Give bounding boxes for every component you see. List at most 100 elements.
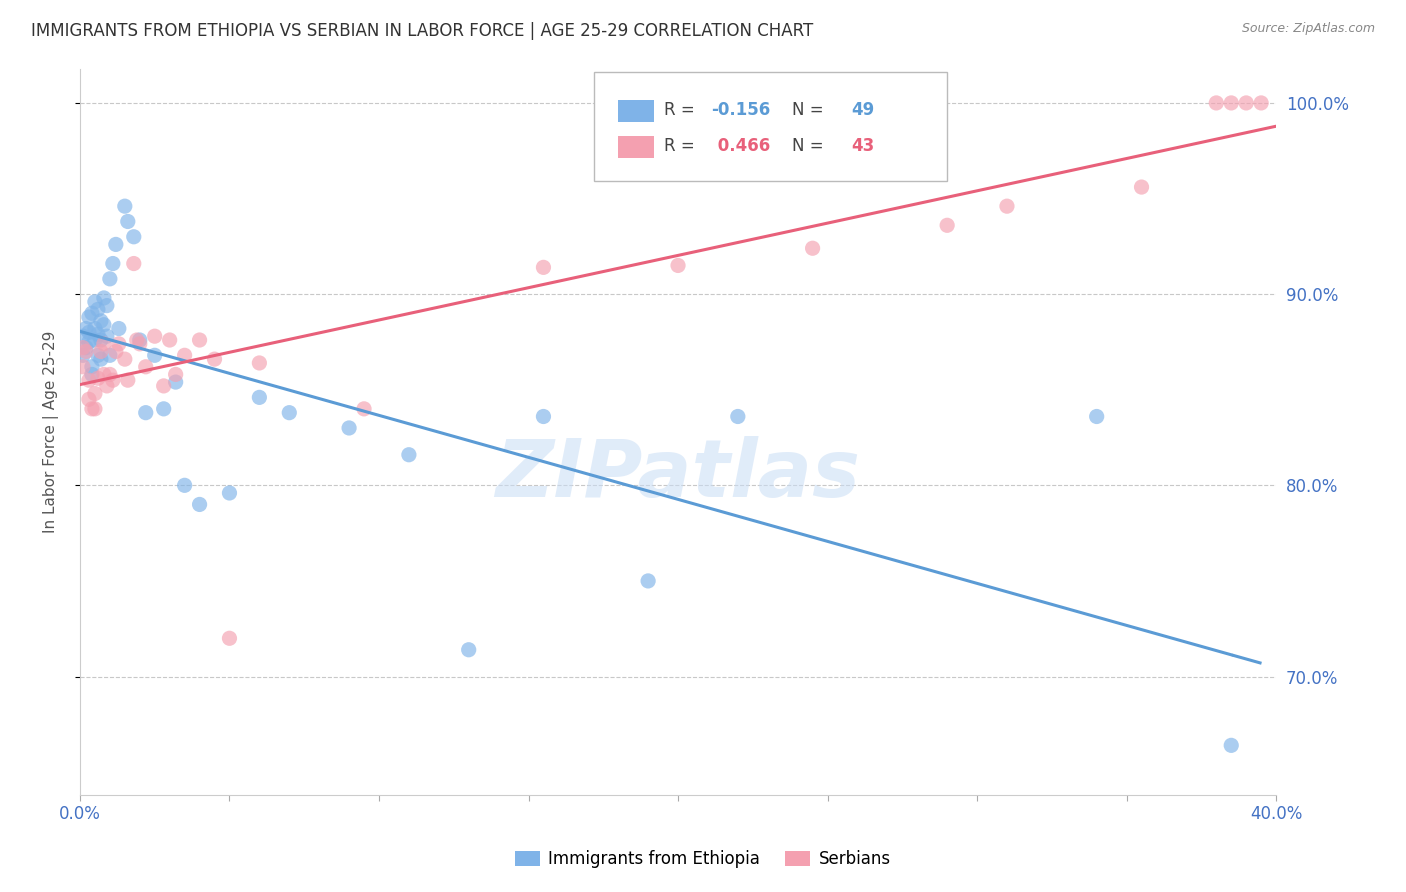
Point xyxy=(337,421,360,435)
Point xyxy=(96,299,118,313)
Point xyxy=(80,401,103,416)
Point xyxy=(247,356,270,370)
Text: IMMIGRANTS FROM ETHIOPIA VS SERBIAN IN LABOR FORCE | AGE 25-29 CORRELATION CHART: IMMIGRANTS FROM ETHIOPIA VS SERBIAN IN L… xyxy=(31,22,813,40)
Point xyxy=(84,333,107,347)
Point xyxy=(398,448,420,462)
FancyBboxPatch shape xyxy=(619,100,654,121)
Point xyxy=(80,306,103,320)
Point xyxy=(125,333,148,347)
Point xyxy=(84,294,107,309)
Point xyxy=(87,302,110,317)
Point xyxy=(114,199,136,213)
Point xyxy=(104,237,127,252)
Text: 0.466: 0.466 xyxy=(711,137,769,155)
Point xyxy=(108,336,131,351)
Point xyxy=(128,333,150,347)
Point xyxy=(77,310,100,324)
Point xyxy=(98,348,121,362)
Point xyxy=(101,256,124,270)
Point xyxy=(1234,95,1257,110)
Point xyxy=(77,373,100,387)
Point xyxy=(72,341,94,355)
Point xyxy=(143,329,166,343)
Point xyxy=(122,229,145,244)
Point xyxy=(80,359,103,374)
Legend: Immigrants from Ethiopia, Serbians: Immigrants from Ethiopia, Serbians xyxy=(509,844,897,875)
Point xyxy=(77,392,100,407)
Point xyxy=(98,368,121,382)
Point xyxy=(152,401,174,416)
Point xyxy=(637,574,659,588)
Text: -0.156: -0.156 xyxy=(711,101,770,119)
Point xyxy=(152,379,174,393)
Point xyxy=(87,348,110,362)
Point xyxy=(87,371,110,385)
Point xyxy=(84,321,107,335)
Point xyxy=(188,333,211,347)
Point xyxy=(204,352,226,367)
Point xyxy=(96,379,118,393)
Text: ZIPatlas: ZIPatlas xyxy=(495,436,860,515)
Point xyxy=(93,336,115,351)
Point xyxy=(1220,739,1243,753)
Point xyxy=(90,352,112,367)
Point xyxy=(218,632,240,646)
Point xyxy=(75,321,97,335)
Point xyxy=(75,344,97,359)
Text: R =: R = xyxy=(664,137,700,155)
Point xyxy=(533,260,555,275)
Text: Source: ZipAtlas.com: Source: ZipAtlas.com xyxy=(1241,22,1375,36)
FancyBboxPatch shape xyxy=(619,136,654,158)
Point xyxy=(117,214,139,228)
Point xyxy=(1085,409,1108,424)
Point xyxy=(90,344,112,359)
Point xyxy=(247,390,270,404)
Text: R =: R = xyxy=(664,101,700,119)
Point xyxy=(77,326,100,340)
Point xyxy=(533,409,555,424)
Point xyxy=(104,344,127,359)
Text: 49: 49 xyxy=(852,101,875,119)
Point xyxy=(72,359,94,374)
Point xyxy=(801,241,824,255)
Point xyxy=(72,329,94,343)
Point xyxy=(84,386,107,401)
Text: N =: N = xyxy=(792,101,828,119)
Point xyxy=(108,321,131,335)
Point xyxy=(143,348,166,362)
Point xyxy=(173,478,195,492)
Point xyxy=(93,368,115,382)
Point xyxy=(173,348,195,362)
Point xyxy=(995,199,1018,213)
Point xyxy=(218,486,240,500)
Point xyxy=(188,498,211,512)
Point xyxy=(114,352,136,367)
Point xyxy=(278,406,301,420)
Point xyxy=(135,406,157,420)
Point xyxy=(77,334,100,349)
Point xyxy=(72,348,94,362)
Point xyxy=(90,314,112,328)
Text: 43: 43 xyxy=(852,137,875,155)
Point xyxy=(84,401,107,416)
Point xyxy=(1250,95,1272,110)
Point xyxy=(1130,180,1153,194)
Y-axis label: In Labor Force | Age 25-29: In Labor Force | Age 25-29 xyxy=(44,331,59,533)
Point xyxy=(87,327,110,342)
Text: N =: N = xyxy=(792,137,828,155)
Point xyxy=(93,291,115,305)
FancyBboxPatch shape xyxy=(595,72,948,181)
Point xyxy=(1205,95,1227,110)
Point xyxy=(1220,95,1243,110)
Point xyxy=(122,256,145,270)
Point xyxy=(128,336,150,351)
Point xyxy=(93,318,115,332)
Point xyxy=(96,329,118,343)
Point xyxy=(90,333,112,347)
Point xyxy=(457,642,479,657)
Point xyxy=(727,409,749,424)
Point xyxy=(80,368,103,382)
Point xyxy=(98,272,121,286)
Point xyxy=(353,401,375,416)
Point xyxy=(165,375,187,389)
